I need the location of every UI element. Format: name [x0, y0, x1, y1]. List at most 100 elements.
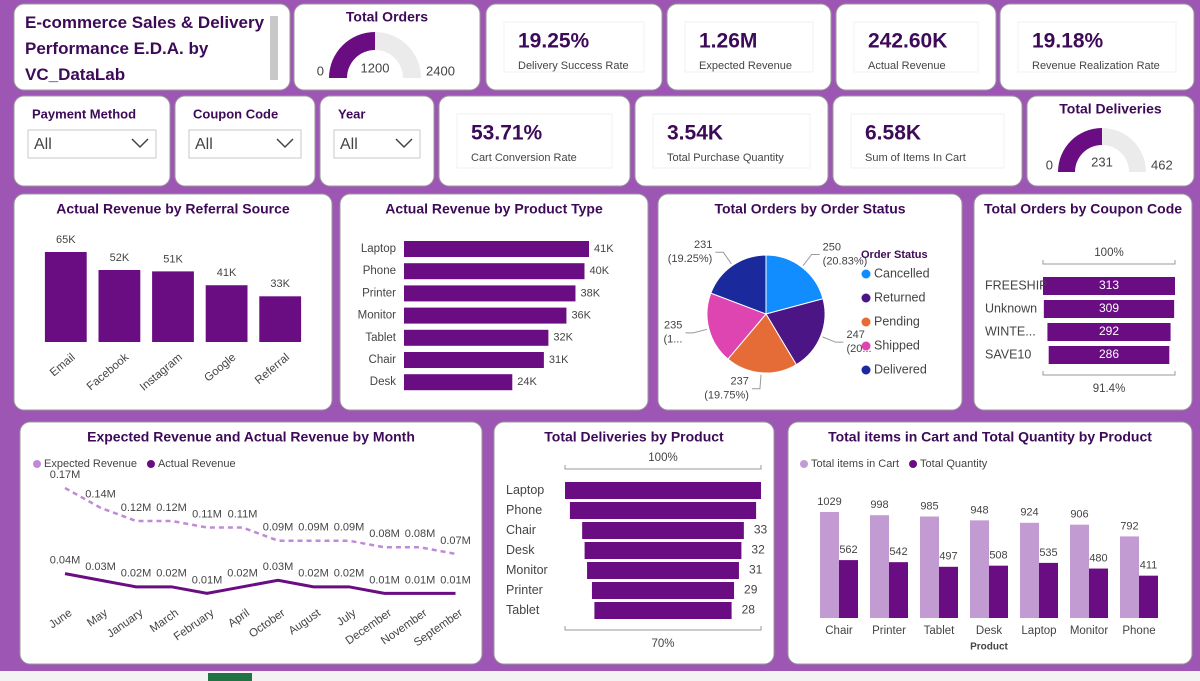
- slicer-value: All: [34, 136, 52, 153]
- kpi-label: Actual Revenue: [868, 60, 946, 72]
- pie-slice: [765, 298, 826, 366]
- funnel-bottom-label: 70%: [651, 638, 674, 650]
- kpi-label: Cart Conversion Rate: [471, 152, 577, 164]
- line-series: [64, 486, 456, 556]
- kpi-value: 53.71%: [471, 122, 543, 145]
- funnel-bar: [587, 562, 739, 579]
- funnel-bar: [1043, 300, 1175, 318]
- funnel-bar: [591, 582, 735, 599]
- slicer-value: All: [195, 136, 213, 153]
- legend-swatch: [861, 317, 871, 327]
- data-label: 0.08M: [405, 528, 436, 540]
- category-label: Desk: [370, 376, 396, 388]
- gauge-max: 2400: [426, 63, 455, 78]
- data-label: 948: [970, 504, 988, 516]
- category-label: Phone: [506, 503, 542, 517]
- funnel-guide: [564, 626, 762, 631]
- category-label: Laptop: [506, 483, 544, 497]
- legend-swatch: [861, 293, 871, 303]
- gauge-max: 462: [1151, 157, 1173, 172]
- chart-title: Total Deliveries by Product: [544, 429, 724, 445]
- data-label: 0.02M: [227, 568, 258, 580]
- data-label: 40K: [589, 265, 609, 277]
- legend-swatch: [909, 460, 918, 468]
- data-label: 32: [751, 543, 765, 557]
- data-label: 0.11M: [228, 508, 258, 520]
- category-label: Monitor: [358, 310, 397, 322]
- data-label: 0.02M: [121, 568, 152, 580]
- leader-line: [822, 336, 844, 343]
- slicer-chevron: [131, 138, 149, 149]
- legend-swatch: [861, 365, 871, 375]
- bar: [404, 352, 544, 368]
- slicer-title: Year: [338, 106, 365, 121]
- category-label: Monitor: [1070, 625, 1109, 637]
- data-label: 0.01M: [405, 574, 436, 586]
- data-label: 286: [1099, 347, 1119, 361]
- kpi-value: 19.18%: [1032, 30, 1104, 53]
- data-label: 0.14M: [85, 489, 116, 501]
- data-label: 309: [1099, 301, 1119, 315]
- bar: [404, 241, 589, 257]
- percent-label: (1...: [663, 334, 682, 346]
- funnel-bar: [1048, 346, 1170, 364]
- kpi-card: [832, 95, 1023, 187]
- data-label: 41K: [594, 243, 614, 255]
- kpi-label: Sum of Items In Cart: [865, 152, 966, 164]
- kpi-value: 1.26M: [699, 30, 757, 53]
- slicer-title: Coupon Code: [193, 106, 278, 121]
- data-label: 0.02M: [334, 568, 365, 580]
- data-label: 313: [1099, 278, 1119, 292]
- legend-swatch: [861, 269, 871, 279]
- chart-title: Actual Revenue by Product Type: [385, 201, 603, 217]
- slicer-dropdown[interactable]: [27, 129, 157, 159]
- data-label: 562: [839, 544, 857, 556]
- kpi-inner: [456, 113, 613, 169]
- bar: [259, 296, 302, 342]
- funnel-guide: [564, 465, 762, 470]
- data-label: 231: [694, 239, 712, 251]
- taskbar: [0, 671, 1200, 681]
- slicer-chevron: [276, 138, 294, 149]
- funnel-bar: [582, 522, 744, 539]
- category-label: Tablet: [365, 332, 396, 344]
- data-label: 247: [847, 329, 865, 341]
- funnel-bar: [565, 482, 761, 499]
- chart-title: Actual Revenue by Referral Source: [56, 201, 290, 217]
- bar: [1120, 536, 1139, 618]
- bar: [1070, 524, 1089, 618]
- chart-title: Total Orders by Coupon Code: [984, 201, 1182, 217]
- data-label: 0.03M: [85, 561, 116, 573]
- legend-label: Delivered: [874, 362, 927, 376]
- legend-label: Total Quantity: [920, 458, 988, 470]
- legend-label: Expected Revenue: [44, 458, 137, 470]
- funnel-guide: [1042, 260, 1176, 265]
- slicer-value: All: [340, 136, 358, 153]
- bar: [889, 562, 908, 618]
- leader-line: [685, 328, 708, 334]
- data-label: 36K: [571, 310, 591, 322]
- kpi-inner: [850, 113, 1005, 169]
- x-axis-title: Product: [970, 642, 1008, 653]
- slicer-dropdown[interactable]: [333, 129, 421, 159]
- gauge-fill: [329, 32, 375, 78]
- data-label: 0.09M: [263, 522, 294, 534]
- bar: [1039, 562, 1058, 618]
- data-label: 906: [1070, 509, 1088, 521]
- category-label: Monitor: [506, 563, 548, 577]
- taskbar-tab: [208, 673, 252, 681]
- bar: [839, 560, 858, 618]
- data-label: 292: [1099, 324, 1119, 338]
- funnel-bar: [584, 542, 742, 559]
- gauge-title: Total Deliveries: [1059, 101, 1162, 117]
- gauge-min: 0: [1046, 157, 1053, 172]
- kpi-value: 3.54K: [667, 122, 723, 145]
- bar: [1089, 568, 1108, 618]
- kpi-card: [835, 3, 997, 91]
- category-label: Tablet: [506, 603, 540, 617]
- line-series: [64, 572, 456, 595]
- kpi-inner: [684, 21, 814, 73]
- data-label: 0.07M: [440, 535, 471, 547]
- kpi-value: 242.60K: [868, 30, 947, 53]
- data-label: 0.17M: [50, 469, 81, 481]
